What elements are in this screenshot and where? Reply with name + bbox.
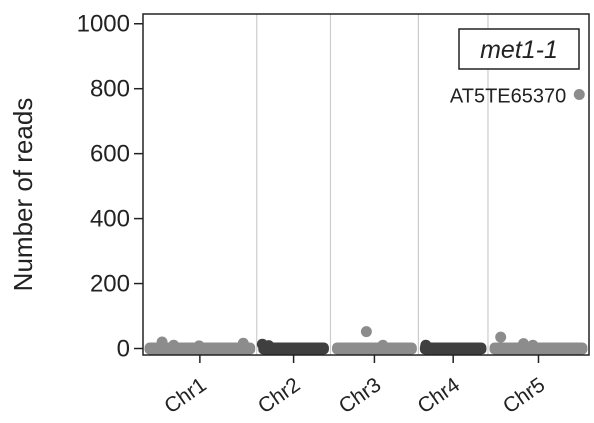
data-point xyxy=(360,326,372,338)
data-point xyxy=(518,338,530,350)
plot-frame xyxy=(142,13,590,356)
chromosome-separators xyxy=(256,14,489,355)
data-point xyxy=(495,331,507,343)
y-tick-label: 1000 xyxy=(77,11,130,38)
axes: 0 200 400 600 800 1000 Chr1 Chr2 Chr3 Chr4 Chr5 N… xyxy=(8,11,590,418)
y-tick-label: 800 xyxy=(90,76,130,103)
data-point xyxy=(420,339,432,351)
data-point xyxy=(168,339,180,351)
x-tick-label: Chr3 xyxy=(335,373,385,418)
data-point xyxy=(527,339,539,351)
y-tick-label: 200 xyxy=(90,271,130,298)
x-tick-label: Chr5 xyxy=(499,373,549,418)
data-point xyxy=(237,337,249,349)
background-points-chr3 xyxy=(331,342,417,355)
data-point xyxy=(193,340,205,352)
x-tick-label: Chr2 xyxy=(254,373,304,418)
background-points-chr5 xyxy=(489,342,588,355)
legend: met1-1 xyxy=(458,28,580,70)
data-point xyxy=(377,339,389,351)
y-tick-label: 0 xyxy=(117,336,130,363)
legend-label: met1-1 xyxy=(480,36,558,64)
point-label: AT5TE65370 xyxy=(450,86,566,108)
background-points-chr2 xyxy=(258,342,329,355)
x-tick-label: Chr4 xyxy=(414,373,465,418)
data-point xyxy=(263,340,275,352)
background-points-chr4 xyxy=(419,342,487,355)
y-tick-label: 400 xyxy=(90,206,130,233)
y-axis-ticks: 0 200 400 600 800 1000 xyxy=(77,11,143,363)
data-points xyxy=(144,89,588,355)
x-tick-label: Chr1 xyxy=(160,373,210,418)
data-point xyxy=(156,336,168,348)
point-at5te65370 xyxy=(573,89,585,101)
y-tick-label: 600 xyxy=(90,141,130,168)
legend-box xyxy=(458,28,580,70)
y-axis-label: Number of reads xyxy=(8,98,38,292)
x-axis-ticks: Chr1 Chr2 Chr3 Chr4 Chr5 xyxy=(160,355,549,418)
annotations: AT5TE65370 xyxy=(450,86,566,108)
